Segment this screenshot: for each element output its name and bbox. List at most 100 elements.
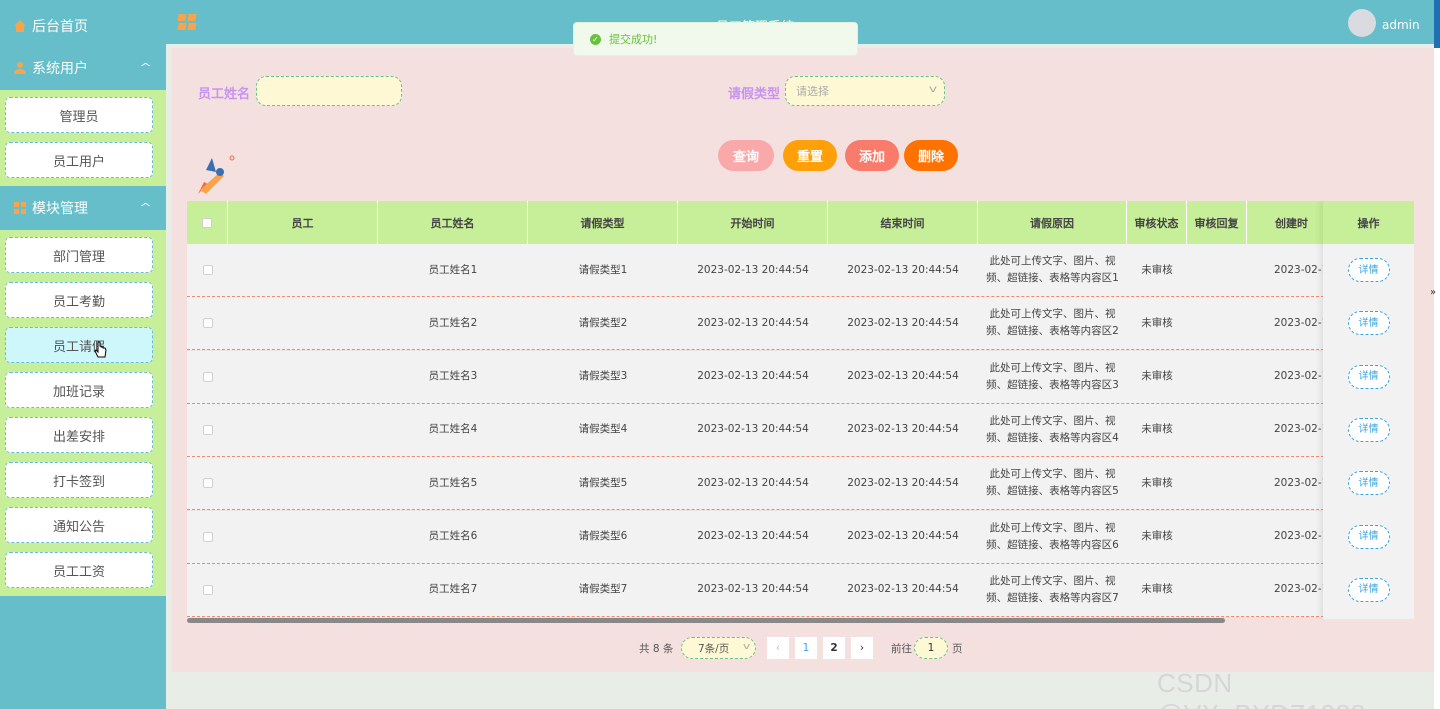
sidebar-group-modules[interactable]: 模块管理 ^ xyxy=(0,188,166,228)
sidebar-item-overtime[interactable]: 加班记录 xyxy=(5,372,153,408)
next-page-button[interactable]: › xyxy=(851,637,873,659)
user-icon xyxy=(14,62,26,74)
cell-created: 2023-02-13 xyxy=(1273,530,1335,542)
cell-empty xyxy=(1187,457,1247,509)
sidebar-panel-modules: 部门管理 员工考勤 员工请假 加班记录 出差安排 打卡签到 通知公告 员工工资 xyxy=(0,230,166,596)
leave-type-select[interactable]: 请选择 v xyxy=(785,76,945,106)
page-1-button[interactable]: 1 xyxy=(795,637,817,659)
column-header: 员工 xyxy=(228,201,378,244)
cell-reason: 此处可上传文字、图片、视 频、超链接、表格等内容区6 xyxy=(978,511,1127,563)
detail-button[interactable]: 详情 xyxy=(1347,471,1390,496)
cell-start: 2023-02-13 20:44:54 xyxy=(697,423,809,436)
cell-end: 2023-02-13 20:44:54 xyxy=(847,423,959,436)
avatar[interactable] xyxy=(1348,9,1376,37)
query-button[interactable]: 查询 xyxy=(718,140,774,171)
reason-line: 频、超链接、表格等内容区5 xyxy=(986,485,1119,498)
reason-line: 频、超链接、表格等内容区1 xyxy=(986,272,1119,284)
cell-name: 员工姓名5 xyxy=(428,476,478,489)
sidebar-item-salary[interactable]: 员工工资 xyxy=(5,552,153,588)
reason-text: 此处可上传文字、图片、视 频、超链接、表格等内容区5 xyxy=(986,466,1119,500)
sidebar-group-system-users[interactable]: 系统用户 ^ xyxy=(0,48,166,88)
sidebar-item-departments[interactable]: 部门管理 xyxy=(5,237,153,273)
row-checkbox[interactable] xyxy=(202,531,213,542)
sidebar: 后台首页 系统用户 ^ 管理员 员工用户 模块管理 ^ 部门管理 员工考勤 员工… xyxy=(0,0,166,709)
row-checkbox[interactable] xyxy=(202,318,213,329)
grid-icon xyxy=(14,202,26,214)
cell-empty xyxy=(1187,511,1247,563)
reason-line: 此处可上传文字、图片、视 xyxy=(989,521,1116,534)
cell-created: 2023-02-13 xyxy=(1273,316,1335,329)
page-size-select[interactable]: 7条/页 v xyxy=(681,637,756,659)
cell-end: 2023-02-13 20:44:54 xyxy=(847,476,959,489)
cell-name: 员工姓名3 xyxy=(428,370,478,383)
cell-type: 请假类型1 xyxy=(578,263,628,276)
detail-button[interactable]: 详情 xyxy=(1347,258,1390,282)
employee-name-label: 员工姓名 xyxy=(198,87,251,102)
cell-reason: 此处可上传文字、图片、视 频、超链接、表格等内容区2 xyxy=(978,297,1127,349)
row-checkbox[interactable] xyxy=(202,478,213,489)
cell-status: 未审核 xyxy=(1141,583,1173,596)
cell-start: 2023-02-13 20:44:54 xyxy=(697,370,809,383)
collapse-handle-icon[interactable]: » xyxy=(1430,287,1437,298)
reason-line: 频、超链接、表格等内容区4 xyxy=(986,431,1119,444)
horizontal-scrollbar[interactable] xyxy=(187,618,1225,623)
row-checkbox[interactable] xyxy=(202,584,213,595)
select-all-cell xyxy=(187,201,228,244)
row-select-cell xyxy=(187,564,228,616)
delete-button[interactable]: 删除 xyxy=(904,140,958,171)
sidebar-item-notices[interactable]: 通知公告 xyxy=(5,507,153,543)
reason-line: 此处可上传文字、图片、视 xyxy=(989,361,1116,374)
row-select-cell xyxy=(187,351,228,403)
reason-text: 此处可上传文字、图片、视 频、超链接、表格等内容区6 xyxy=(986,520,1119,554)
detail-button[interactable]: 详情 xyxy=(1347,311,1390,336)
leave-table: 员工 员工姓名 请假类型 开始时间 结束时间 请假原因 审核状态 审核回复 创建… xyxy=(187,201,1414,619)
prev-page-button[interactable]: ‹ xyxy=(767,637,789,659)
sidebar-item-employee-users[interactable]: 员工用户 xyxy=(5,142,153,178)
reset-button[interactable]: 重置 xyxy=(783,140,837,171)
row-select-cell xyxy=(187,457,228,509)
row-checkbox[interactable] xyxy=(202,424,213,435)
username[interactable]: admin xyxy=(1382,18,1420,32)
select-all-checkbox[interactable] xyxy=(202,217,212,228)
sidebar-item-admin[interactable]: 管理员 xyxy=(5,97,153,133)
employee-name-input[interactable] xyxy=(256,76,402,106)
cell-empty xyxy=(1187,297,1247,349)
cell-start: 2023-02-13 20:44:54 xyxy=(697,263,809,276)
goto-page-input[interactable]: 1 xyxy=(914,637,948,659)
detail-button[interactable]: 详情 xyxy=(1347,577,1390,602)
success-toast: ✓ 提交成功! xyxy=(573,22,858,56)
leave-type-label: 请假类型 xyxy=(728,87,781,102)
reason-line: 此处可上传文字、图片、视 xyxy=(989,468,1116,481)
goto-suffix: 页 xyxy=(952,642,963,655)
detail-button[interactable]: 详情 xyxy=(1347,417,1390,442)
sidebar-group-title: 系统用户 xyxy=(32,61,88,77)
add-button[interactable]: 添加 xyxy=(845,140,899,171)
row-checkbox[interactable] xyxy=(202,371,213,382)
sidebar-item-attendance[interactable]: 员工考勤 xyxy=(5,282,153,318)
table-row: 员工姓名7 请假类型7 2023-02-13 20:44:54 2023-02-13 … xyxy=(187,563,1414,617)
detail-button[interactable]: 详情 xyxy=(1347,364,1390,389)
page-2-button[interactable]: 2 xyxy=(823,637,845,659)
cell-empty xyxy=(1187,564,1247,616)
sidebar-item-leave[interactable]: 员工请假 xyxy=(5,327,153,363)
pagination-total: 共 8 条 xyxy=(639,642,674,655)
table-header: 员工 员工姓名 请假类型 开始时间 结束时间 请假原因 审核状态 审核回复 创建… xyxy=(187,201,1414,244)
table-row: 员工姓名6 请假类型6 2023-02-13 20:44:54 2023-02-13 … xyxy=(187,510,1414,564)
cell-status: 未审核 xyxy=(1141,370,1173,383)
table-row: 员工姓名4 请假类型4 2023-02-13 20:44:54 2023-02-13 … xyxy=(187,403,1414,457)
sidebar-home[interactable]: 后台首页 xyxy=(0,8,166,44)
cell-created: 2023-02-13 xyxy=(1273,583,1335,596)
operation-column: 操作 详情 详情 详情 详情 详情 详情 详情 xyxy=(1323,201,1414,619)
row-checkbox[interactable] xyxy=(202,265,213,275)
sidebar-item-check-in[interactable]: 打卡签到 xyxy=(5,462,153,498)
chevron-up-icon: ^ xyxy=(138,61,152,74)
menu-toggle-icon[interactable] xyxy=(177,14,197,30)
chevron-down-icon: v xyxy=(928,84,938,95)
cell-empty xyxy=(228,297,378,349)
goto-prefix: 前往 xyxy=(891,642,912,655)
sidebar-item-business-trip[interactable]: 出差安排 xyxy=(5,417,153,453)
detail-button[interactable]: 详情 xyxy=(1347,524,1390,549)
reason-line: 频、超链接、表格等内容区6 xyxy=(986,538,1119,551)
cell-operation: 详情 xyxy=(1323,564,1414,616)
window-edge xyxy=(1434,0,1440,48)
